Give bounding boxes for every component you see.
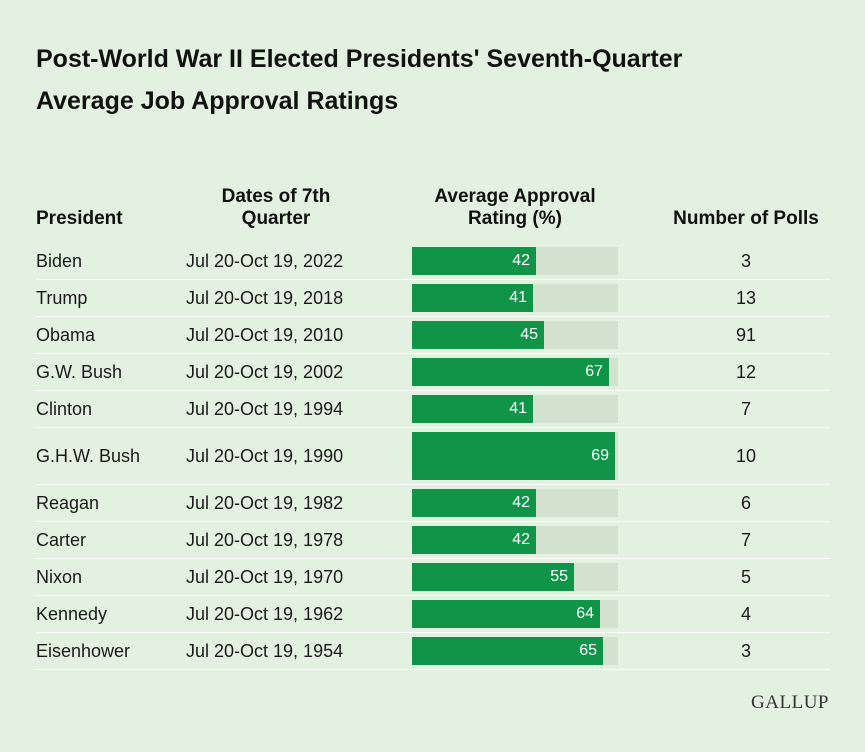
rating-bar-track: 42 [412,247,618,275]
rating-bar-track: 42 [412,526,618,554]
president-name: Obama [36,325,96,345]
rating-bar: 64 [412,600,600,628]
table-row: Nixon Jul 20-Oct 19, 1970 55 5 [36,559,829,596]
table-row: Biden Jul 20-Oct 19, 2022 42 3 [36,243,829,280]
header-rating-line-1: Average Approval [434,186,596,207]
rating-bar-track: 55 [412,563,618,591]
header-president: President [36,208,123,229]
rating-bar-track: 41 [412,395,618,423]
rating-bar-track: 65 [412,637,618,665]
rating-bar-track: 42 [412,489,618,517]
table-row: Clinton Jul 20-Oct 19, 1994 41 7 [36,391,829,428]
chart-title: Post-World War II Elected Presidents' Se… [36,38,836,122]
title-line-1: Post-World War II Elected Presidents' Se… [36,45,683,73]
president-name: Trump [36,288,88,308]
table-row: G.H.W. Bush Jul 20-Oct 19, 1990 69 10 [36,428,829,485]
rating-bar-track: 45 [412,321,618,349]
poll-count: 7 [740,529,751,550]
rating-bar-track: 41 [412,284,618,312]
rating-bar-track: 64 [412,600,618,628]
poll-count: 4 [740,603,751,624]
rating-bar: 41 [412,395,533,423]
president-name: Nixon [36,567,83,587]
president-name: Eisenhower [36,641,131,661]
poll-count: 3 [740,640,751,661]
poll-count: 10 [735,445,757,466]
title-line-2: Average Job Approval Ratings [36,87,399,115]
table-row: Trump Jul 20-Oct 19, 2018 41 13 [36,280,829,317]
president-name: Biden [36,251,83,271]
rating-bar: 55 [412,563,574,591]
poll-count: 7 [740,398,751,419]
quarter-dates: Jul 20-Oct 19, 1990 [186,445,344,466]
quarter-dates: Jul 20-Oct 19, 1962 [186,603,344,624]
header-dates: Dates of 7th Quarter [186,186,366,230]
header-dates-line-1: Dates of 7th [221,186,331,207]
table-row: G.W. Bush Jul 20-Oct 19, 2002 67 12 [36,354,829,391]
president-name: Kennedy [36,604,108,624]
rating-bar: 69 [412,432,615,480]
quarter-dates: Jul 20-Oct 19, 2022 [186,250,344,271]
quarter-dates: Jul 20-Oct 19, 2002 [186,361,344,382]
quarter-dates: Jul 20-Oct 19, 1954 [186,640,344,661]
table-row: Kennedy Jul 20-Oct 19, 1962 64 4 [36,596,829,633]
president-name: G.W. Bush [36,362,123,382]
header-rating: Average Approval Rating (%) [412,186,618,230]
poll-count: 5 [740,566,751,587]
quarter-dates: Jul 20-Oct 19, 1970 [186,566,344,587]
quarter-dates: Jul 20-Oct 19, 2018 [186,287,344,308]
poll-count: 6 [740,492,751,513]
poll-count: 91 [735,324,757,345]
rating-bar: 65 [412,637,603,665]
poll-count: 3 [740,250,751,271]
rating-bar: 67 [412,358,609,386]
president-name: Reagan [36,493,100,513]
table-row: Reagan Jul 20-Oct 19, 1982 42 6 [36,485,829,522]
rating-bar: 42 [412,247,536,275]
poll-count: 13 [735,287,757,308]
quarter-dates: Jul 20-Oct 19, 1982 [186,492,344,513]
quarter-dates: Jul 20-Oct 19, 1978 [186,529,344,550]
rating-bar-track: 69 [412,432,618,480]
gallup-logo: GALLUP [751,692,829,713]
table-row: Obama Jul 20-Oct 19, 2010 45 91 [36,317,829,354]
rating-bar: 45 [412,321,544,349]
table-row: Carter Jul 20-Oct 19, 1978 42 7 [36,522,829,559]
quarter-dates: Jul 20-Oct 19, 2010 [186,324,344,345]
rating-bar: 42 [412,489,536,517]
table-row: Eisenhower Jul 20-Oct 19, 1954 65 3 [36,633,829,670]
header-polls: Number of Polls [673,208,819,229]
approval-table: Biden Jul 20-Oct 19, 2022 42 3 Trump Jul 20-O… [36,243,829,670]
president-name: G.H.W. Bush [36,446,141,466]
president-name: Clinton [36,399,93,419]
rating-bar: 41 [412,284,533,312]
poll-count: 12 [735,361,757,382]
rating-bar-track: 67 [412,358,618,386]
rating-bar: 42 [412,526,536,554]
header-rating-line-2: Rating (%) [468,208,562,229]
president-name: Carter [36,530,87,550]
header-dates-line-2: Quarter [241,208,311,229]
quarter-dates: Jul 20-Oct 19, 1994 [186,398,344,419]
